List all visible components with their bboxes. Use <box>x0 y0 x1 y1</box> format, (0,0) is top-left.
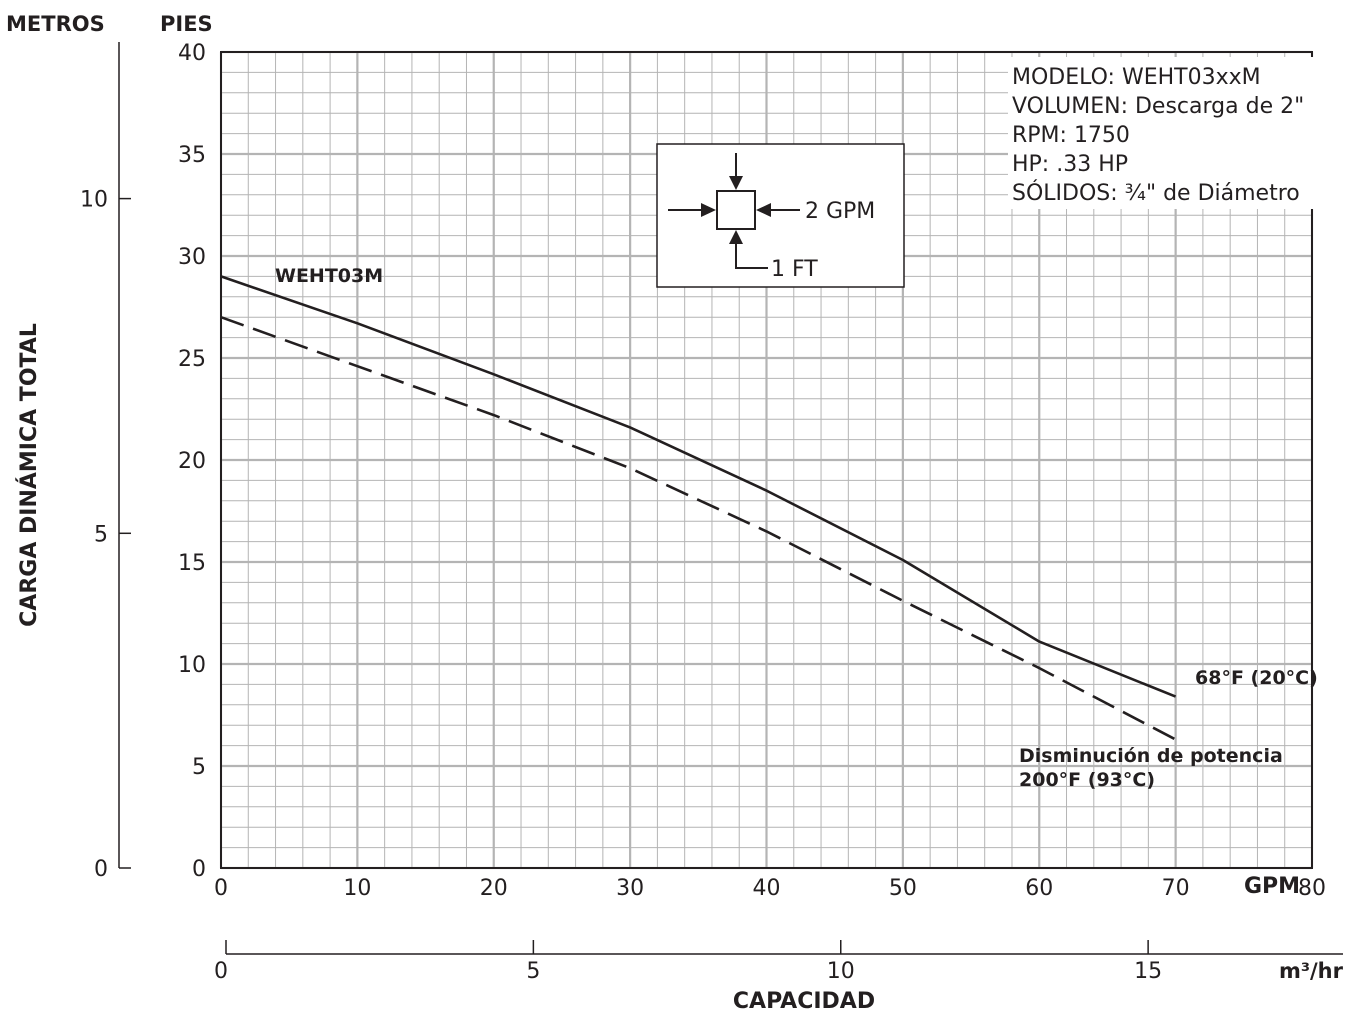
gpm-tick-label: 40 <box>753 876 781 901</box>
meters-ticks: 0 5 10 <box>80 188 131 882</box>
m3hr-ticks: 0 5 10 15 <box>214 940 1162 984</box>
m3hr-axis: 0 5 10 15 <box>214 940 1343 984</box>
scale-ft-label: 1 FT <box>771 257 818 282</box>
meters-tick-label: 10 <box>80 188 108 213</box>
series-layer <box>220 275 1177 741</box>
feet-tick-label: 40 <box>178 41 206 66</box>
pies-header: PIES <box>160 12 213 36</box>
feet-tick-labels: 0 5 10 15 20 25 30 35 40 <box>178 41 206 882</box>
y-axis-title: CARGA DINÁMICA TOTAL <box>16 323 42 627</box>
feet-tick-label: 5 <box>192 755 206 780</box>
gpm-tick-labels: 0 10 20 30 40 50 60 70 80 <box>214 876 1326 901</box>
m3hr-tick-label: 5 <box>526 959 540 984</box>
gpm-tick-label: 70 <box>1162 876 1190 901</box>
feet-tick-label: 15 <box>178 551 206 576</box>
arrow-down-icon <box>729 153 743 190</box>
m3hr-tick-label: 15 <box>1134 959 1162 984</box>
info-modelo: MODELO: WEHT03xxM <box>1012 65 1261 90</box>
feet-tick-label: 0 <box>192 857 206 882</box>
meters-tick-label: 5 <box>94 522 108 547</box>
info-solidos: SÓLIDOS: ¾" de Diámetro <box>1012 180 1300 206</box>
gpm-tick-label: 80 <box>1298 876 1326 901</box>
metros-header: METROS <box>6 12 105 36</box>
series-name-weht03m: WEHT03M <box>275 265 383 287</box>
arrow-left-icon <box>756 203 800 217</box>
m3hr-tick-label: 0 <box>214 959 228 984</box>
info-volumen: VOLUMEN: Descarga de 2" <box>1012 94 1304 119</box>
info-rpm: RPM: 1750 <box>1012 123 1130 148</box>
feet-tick-label: 25 <box>178 347 206 372</box>
gpm-tick-label: 20 <box>480 876 508 901</box>
scale-box: 2 GPM 1 FT <box>656 143 905 288</box>
unit-square <box>716 190 756 230</box>
feet-tick-label: 30 <box>178 245 206 270</box>
gpm-unit-label: GPM <box>1244 874 1300 899</box>
arrow-up-icon <box>729 230 768 269</box>
gpm-tick-label: 50 <box>889 876 917 901</box>
arrow-right-icon <box>668 203 716 217</box>
info-hp: HP: .33 HP <box>1012 152 1128 177</box>
series-end-label-200f: 200°F (93°C) <box>1019 769 1155 791</box>
meters-axis: 0 5 10 <box>80 42 131 882</box>
model-info-box: MODELO: WEHT03xxM VOLUMEN: Descarga de 2… <box>1008 57 1337 209</box>
feet-tick-label: 20 <box>178 449 206 474</box>
series-line-68f <box>220 275 1177 698</box>
x-axis-title: CAPACIDAD <box>733 989 875 1013</box>
scale-gpm-label: 2 GPM <box>805 199 875 224</box>
meters-tick-label: 0 <box>94 857 108 882</box>
series-end-label-derating: Disminución de potencia <box>1019 745 1283 767</box>
m3hr-unit-label: m³/hr <box>1279 959 1344 983</box>
plot-frame <box>220 51 1313 869</box>
gpm-tick-label: 0 <box>214 876 228 901</box>
gpm-tick-label: 60 <box>1025 876 1053 901</box>
gpm-tick-label: 30 <box>616 876 644 901</box>
feet-tick-label: 10 <box>178 653 206 678</box>
m3hr-tick-label: 10 <box>827 959 855 984</box>
feet-tick-label: 35 <box>178 143 206 168</box>
series-line-200f-dashed <box>220 315 1177 741</box>
series-end-label-68f: 68°F (20°C) <box>1195 667 1318 689</box>
gpm-tick-label: 10 <box>343 876 371 901</box>
